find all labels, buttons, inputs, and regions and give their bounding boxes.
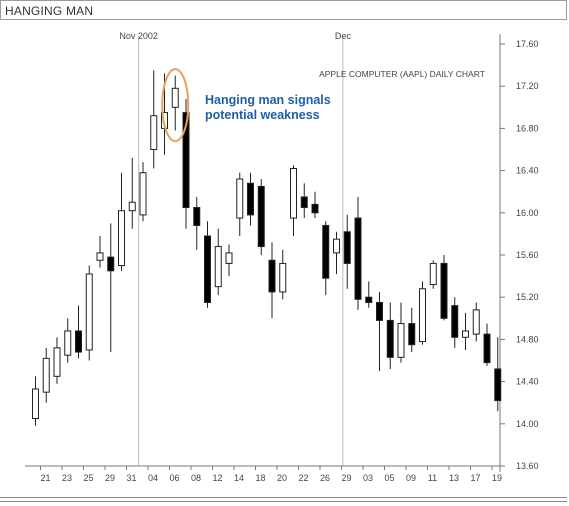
x-tick-label: 04 <box>148 473 158 483</box>
candle-body-up <box>397 323 405 358</box>
x-tick-label: 29 <box>105 473 115 483</box>
candle-body-down <box>300 196 308 209</box>
x-tick-label: 14 <box>234 473 244 483</box>
candle-body-up <box>462 330 469 338</box>
y-tick-label: 17.60 <box>516 39 539 49</box>
x-tick-label: 09 <box>406 473 416 483</box>
candle-body-down <box>322 224 330 279</box>
annotation-text: Hanging man signals <box>205 93 331 107</box>
candle-body-down <box>408 323 416 346</box>
candle-body-up <box>419 288 426 343</box>
x-tick-label: 19 <box>492 473 502 483</box>
candle-body-down <box>257 185 265 248</box>
y-tick-label: 15.20 <box>516 292 539 302</box>
candle-body-up <box>225 252 233 264</box>
annotation-text: potential weakness <box>205 108 320 122</box>
bottom-divider-2 <box>0 501 567 502</box>
candle-body-down <box>440 262 448 319</box>
x-tick-label: 08 <box>191 473 201 483</box>
y-tick-label: 14.80 <box>516 334 539 344</box>
y-tick-label: 14.00 <box>516 419 539 429</box>
x-tick-label: 13 <box>449 473 459 483</box>
chart-title: APPLE COMPUTER (AAPL) DAILY CHART <box>319 69 485 79</box>
candle-body-up <box>32 388 39 420</box>
candle-body-down <box>247 182 254 216</box>
candle-body-down <box>386 319 394 358</box>
x-tick-label: 06 <box>169 473 179 483</box>
y-tick-label: 16.40 <box>516 166 539 176</box>
x-tick-label: 21 <box>40 473 50 483</box>
x-tick-label: 05 <box>384 473 394 483</box>
candle-body-down <box>354 217 362 300</box>
candle-body-up <box>128 201 136 212</box>
candle-body-up <box>171 87 179 108</box>
candle-body-up <box>333 238 340 254</box>
candle-body-down <box>193 207 201 226</box>
y-tick-label: 14.40 <box>516 377 539 387</box>
candle-body-up <box>429 262 437 286</box>
x-tick-label: 29 <box>341 473 351 483</box>
candle-body-down <box>182 112 190 209</box>
x-tick-label: 26 <box>320 473 330 483</box>
candle-body-down <box>268 259 276 293</box>
bottom-divider <box>0 497 567 498</box>
page-title: HANGING MAN <box>5 4 94 18</box>
candle-body-up <box>139 172 147 216</box>
month-label: Nov 2002 <box>119 31 158 41</box>
y-tick-label: 16.80 <box>516 123 539 133</box>
y-tick-label: 13.60 <box>516 461 539 471</box>
candle-body-up <box>53 347 61 377</box>
x-tick-label: 18 <box>255 473 265 483</box>
x-tick-label: 25 <box>83 473 93 483</box>
candle-body-down <box>311 203 319 214</box>
x-tick-label: 12 <box>212 473 222 483</box>
y-tick-label: 17.20 <box>516 81 539 91</box>
candle-body-down <box>204 235 211 303</box>
candle-body-down <box>376 301 383 321</box>
x-tick-label: 31 <box>126 473 136 483</box>
candle-body-up <box>96 252 104 261</box>
x-tick-label: 23 <box>62 473 72 483</box>
title-bar: HANGING MAN <box>0 0 567 20</box>
candle-body-down <box>483 333 491 364</box>
month-label: Dec <box>335 31 352 41</box>
highlight-ellipse <box>161 68 190 143</box>
candle-body-down <box>451 305 459 338</box>
candle-body-down <box>365 296 373 303</box>
x-tick-label: 11 <box>428 473 437 483</box>
candle-body-down <box>107 256 115 272</box>
x-tick-label: 22 <box>298 473 308 483</box>
candle-body-up <box>64 330 72 356</box>
candle-body-up <box>150 115 158 150</box>
x-tick-label: 03 <box>363 473 373 483</box>
x-tick-label: 20 <box>277 473 287 483</box>
candle-body-up <box>290 167 297 219</box>
candle-body-down <box>75 330 82 353</box>
y-tick-label: 16.00 <box>516 208 539 218</box>
candle-body-up <box>118 210 125 267</box>
y-tick-label: 15.60 <box>516 250 539 260</box>
candle-body-up <box>85 273 93 351</box>
candle-body-down <box>494 368 502 402</box>
candle-body-up <box>472 309 480 335</box>
candle-body-up <box>279 262 287 293</box>
candle-body-up <box>236 178 244 219</box>
x-tick-label: 17 <box>470 473 480 483</box>
candle-body-up <box>42 357 50 393</box>
candle-body-down <box>343 231 351 264</box>
candle-body-up <box>214 246 222 288</box>
